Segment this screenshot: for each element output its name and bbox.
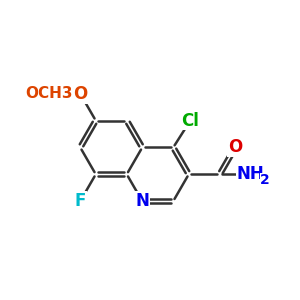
Text: O: O [228,139,242,157]
Text: NH: NH [237,165,265,183]
Text: Cl: Cl [182,112,199,130]
Text: OCH3: OCH3 [26,86,73,101]
Text: N: N [135,192,149,210]
Text: 2: 2 [260,173,270,187]
Text: O: O [73,85,87,103]
Text: F: F [75,192,86,210]
